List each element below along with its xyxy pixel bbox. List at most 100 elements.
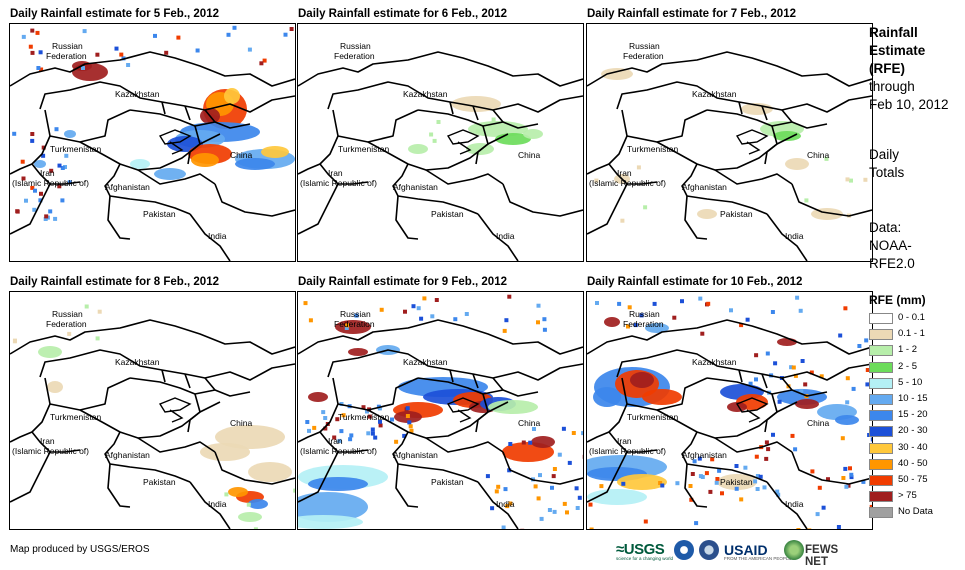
rainfall-speck — [232, 25, 237, 30]
rainfall-speck — [246, 502, 251, 507]
rainfall-speck — [307, 428, 311, 433]
rainfall-speck — [335, 417, 340, 422]
country-border — [681, 431, 768, 483]
rainfall-speck — [57, 184, 62, 189]
rainfall-map-feb6: Russian Federation Kazakhstan Turkmenistan I… — [297, 23, 584, 262]
rainfall-speck — [305, 420, 310, 424]
country-border — [337, 377, 419, 411]
map-label-india: India — [496, 231, 515, 241]
data-line-1: Data: — [869, 220, 902, 235]
country-border — [714, 437, 793, 453]
rainfall-speck — [44, 214, 49, 219]
rainfall-speck — [259, 61, 264, 66]
rainfall-speck — [550, 485, 554, 490]
map-label-turkmenistan: Turkmenistan — [338, 412, 389, 422]
rainfall-speck — [365, 409, 369, 414]
legend-swatch — [869, 507, 893, 519]
rainfall-speck — [390, 417, 394, 422]
rainfall-speck — [496, 484, 501, 489]
country-border — [791, 183, 872, 217]
rainfall-area — [238, 512, 262, 522]
rainfall-area — [697, 209, 717, 219]
rainfall-speck — [416, 306, 421, 311]
rainfall-speck — [717, 468, 722, 473]
legend-swatch — [869, 313, 893, 324]
rainfall-speck — [348, 437, 353, 442]
rainfall-speck — [422, 296, 427, 301]
rainfall-speck — [627, 305, 632, 310]
legend-title: RFE (mm) — [869, 293, 926, 307]
rainfall-speck — [765, 351, 770, 356]
rainfall-speck — [863, 177, 868, 182]
rainfall-speck — [766, 447, 771, 452]
noaa-logo — [674, 540, 694, 560]
rainfall-speck — [567, 460, 572, 465]
country-border — [214, 183, 295, 217]
rainfall-speck — [30, 185, 35, 190]
country-border — [684, 195, 708, 240]
rainfall-speck — [370, 427, 375, 432]
rainfall-speck — [845, 376, 850, 381]
rainfall-speck — [777, 399, 782, 404]
rainfall-speck — [843, 466, 848, 471]
map-label-afghanistan: Afghanistan — [393, 182, 438, 192]
rainfall-speck — [845, 400, 850, 405]
rainfall-speck — [114, 46, 119, 51]
country-border — [298, 183, 339, 235]
rainfall-map-feb7: Russian Federation Kazakhstan Turkmenistan I… — [586, 23, 873, 262]
rainfall-area — [228, 487, 248, 497]
map-label-china: China — [518, 150, 540, 160]
rainfall-area — [235, 158, 275, 170]
rainfall-speck — [432, 138, 437, 143]
rainfall-map-feb8: Russian Federation Kazakhstan Turkmenistan I… — [9, 291, 296, 530]
country-border — [104, 431, 191, 483]
rainfall-speck — [745, 317, 750, 322]
rainfall-area — [773, 131, 801, 141]
country-border — [31, 109, 51, 165]
rainfall-area — [777, 338, 797, 346]
usgs-tagline: science for a changing world — [616, 556, 674, 561]
rainfall-speck — [408, 424, 413, 429]
rainfall-speck — [552, 509, 557, 514]
rainfall-speck — [790, 433, 795, 438]
map-label-pakistan: Pakistan — [431, 477, 464, 487]
dhs-seal-icon — [699, 540, 719, 560]
rainfall-speck — [841, 476, 846, 480]
rainfall-speck — [639, 313, 644, 318]
rainfall-speck — [542, 317, 547, 322]
rainfall-speck — [538, 473, 542, 478]
country-border — [681, 163, 768, 215]
rainfall-area — [64, 130, 76, 138]
map-label-pakistan: Pakistan — [431, 209, 464, 219]
rainfall-map-feb5: Russian Federation Kazakhstan Turkmenistan I… — [9, 23, 296, 262]
rainfall-area — [47, 381, 63, 393]
rainfall-area — [298, 515, 363, 529]
rainfall-speck — [652, 301, 657, 306]
rainfall-speck — [557, 452, 562, 457]
rainfall-area — [38, 346, 62, 358]
rainfall-speck — [521, 440, 526, 445]
rainfall-speck — [407, 420, 412, 425]
map-label-iran-1: Iran — [617, 436, 632, 446]
country-border — [298, 451, 339, 503]
rainfall-speck — [341, 413, 346, 418]
rainfall-speck — [366, 431, 371, 436]
legend-label: > 75 — [898, 490, 917, 502]
legend-swatch — [869, 345, 893, 357]
rainfall-area — [466, 143, 494, 155]
legend-label: 0 - 0.1 — [898, 312, 925, 323]
rainfall-speck — [502, 328, 507, 333]
country-border — [587, 431, 658, 453]
map-label-pakistan: Pakistan — [720, 209, 753, 219]
rainfall-area — [617, 474, 667, 490]
map-label-kazakhstan: Kazakhstan — [692, 357, 737, 367]
map-label-pakistan: Pakistan — [143, 477, 176, 487]
country-border — [587, 319, 872, 355]
map-label-russia-1: Russian — [629, 41, 660, 51]
usaid-tagline: FROM THE AMERICAN PEOPLE — [724, 556, 792, 561]
rainfall-speck — [729, 308, 733, 313]
rainfall-speck — [32, 207, 37, 212]
rainfall-speck — [38, 50, 43, 55]
country-border — [137, 169, 216, 185]
